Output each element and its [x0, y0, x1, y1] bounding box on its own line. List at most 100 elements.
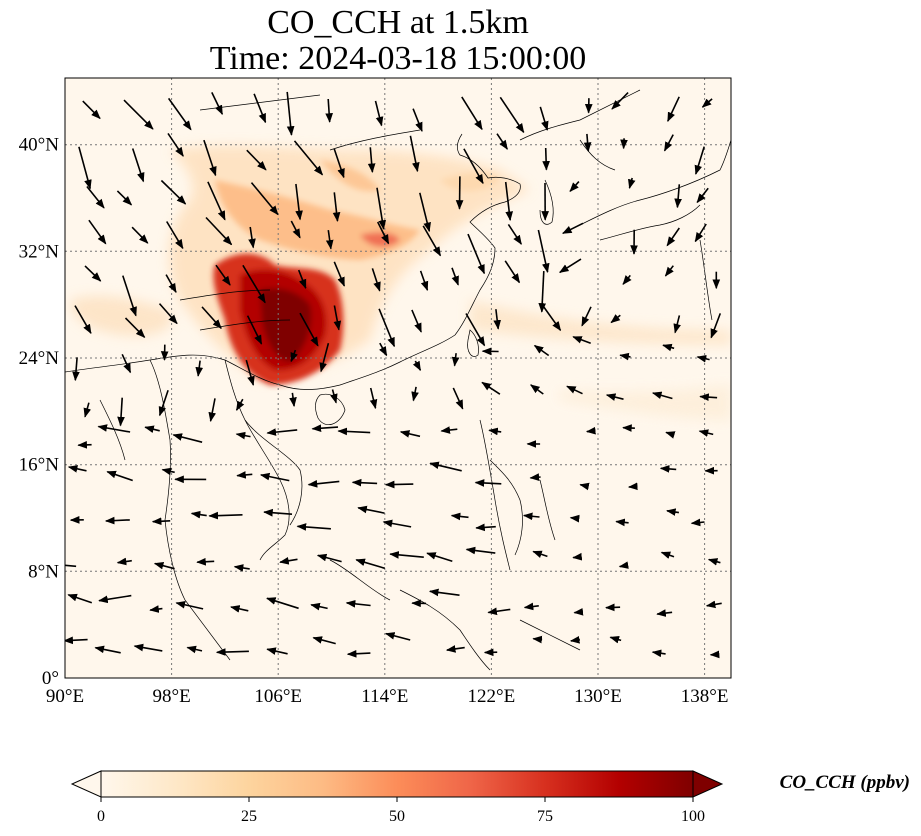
wind-arrow: [333, 305, 342, 331]
wind-arrow: [699, 393, 718, 401]
wind-arrow: [558, 258, 582, 274]
wind-arrow: [117, 397, 125, 427]
wind-arrow: [289, 392, 297, 408]
wind-arrow: [190, 510, 207, 519]
wind-arrow: [94, 645, 121, 654]
wind-arrow: [319, 342, 330, 373]
lat-tick-label: 32°N: [19, 241, 60, 262]
wind-arrow: [266, 428, 298, 436]
wind-arrow: [659, 465, 677, 473]
wind-arrow: [72, 357, 80, 382]
wind-arrow: [499, 96, 525, 134]
wind-arrow: [106, 470, 133, 482]
wind-arrow: [369, 387, 378, 410]
wind-arrow: [332, 192, 341, 222]
wind-arrow: [628, 177, 636, 190]
wind-arrow: [532, 635, 543, 644]
lon-tick-label: 106°E: [254, 686, 302, 707]
wind-arrow: [389, 551, 424, 559]
colorbar-tick-label: 25: [241, 808, 257, 825]
wind-arrow: [399, 430, 421, 438]
wind-arrow: [295, 183, 303, 221]
wind-arrow: [651, 649, 666, 658]
wind-arrow: [357, 505, 385, 514]
wind-arrow: [299, 312, 319, 347]
wind-arrow: [690, 518, 705, 527]
wind-arrow: [293, 140, 324, 176]
wind-arrow: [253, 93, 267, 124]
wind-arrow: [165, 274, 177, 294]
wind-arrow: [450, 512, 469, 521]
wind-arrow: [573, 608, 584, 616]
wind-arrow: [248, 226, 256, 249]
wind-arrow: [86, 186, 105, 209]
wind-arrow: [487, 607, 511, 616]
wind-arrow: [379, 342, 388, 357]
wind-arrow: [609, 636, 622, 644]
colorbar-max-extend: [692, 770, 724, 798]
wind-arrow: [333, 148, 345, 179]
lon-tick-label: 130°E: [574, 686, 622, 707]
wind-arrow: [121, 353, 132, 374]
wind-arrow: [539, 106, 549, 131]
wind-arrow: [542, 147, 550, 171]
coastlines: [65, 89, 731, 671]
wind-arrow: [67, 593, 93, 604]
colorbar-tick-label: 100: [681, 808, 705, 825]
colorbar-label: CO_CCH (ppbv): [780, 772, 910, 793]
wind-arrow: [463, 148, 484, 185]
wind-arrow: [583, 133, 592, 152]
wind-arrow: [312, 636, 336, 645]
wind-arrow: [662, 343, 675, 352]
wind-arrow: [475, 523, 496, 532]
wind-arrow: [666, 508, 680, 516]
wind-arrow: [215, 264, 231, 286]
wind-arrow: [355, 558, 386, 570]
wind-arrow: [619, 352, 631, 361]
wind-arrow: [345, 600, 371, 608]
wind-arrow: [615, 518, 629, 527]
wind-arrow: [215, 648, 249, 656]
wind-arrow: [496, 133, 508, 150]
wind-arrow: [696, 187, 709, 204]
wind-arrow: [158, 303, 178, 325]
wind-arrow: [235, 398, 245, 411]
wind-arrow: [532, 550, 548, 558]
lon-tick-label: 98°E: [152, 686, 190, 707]
wind-arrow: [77, 441, 92, 449]
wind-arrow: [330, 389, 338, 404]
wind-arrow: [419, 192, 431, 233]
lat-tick-label: 24°N: [19, 348, 60, 369]
wind-arrow: [242, 264, 266, 304]
wind-arrow: [605, 393, 624, 401]
wind-arrow: [205, 216, 233, 246]
wind-arrow: [316, 553, 342, 563]
wind-arrow: [208, 511, 243, 520]
wind-arrow: [67, 465, 87, 473]
map-title: CO_CCH at 1.5km: [267, 4, 529, 41]
wind-arrow: [122, 275, 137, 317]
wind-arrow: [131, 148, 145, 183]
wind-arrow: [664, 265, 674, 277]
wind-arrow: [153, 561, 175, 570]
wind-arrow: [581, 306, 592, 327]
wind-arrow: [419, 270, 429, 292]
wind-arrow: [622, 274, 632, 285]
wind-arrow: [674, 184, 682, 209]
wind-arrow: [290, 349, 298, 363]
wind-arrow: [465, 546, 496, 555]
wind-arrow: [622, 424, 635, 432]
wind-arrow: [382, 519, 412, 528]
wind-arrow: [452, 387, 464, 410]
wind-arrow: [123, 99, 154, 130]
wind-arrow: [286, 91, 295, 136]
wind-arrow: [409, 135, 420, 173]
wind-arrow: [538, 271, 547, 313]
wind-arrow: [507, 223, 522, 245]
wind-arrow: [667, 96, 680, 122]
lat-tick-label: 8°N: [28, 561, 59, 582]
wind-arrow: [572, 552, 583, 561]
wind-arrow: [461, 96, 483, 131]
wind-arrow: [211, 92, 224, 115]
wind-arrow: [428, 588, 460, 597]
